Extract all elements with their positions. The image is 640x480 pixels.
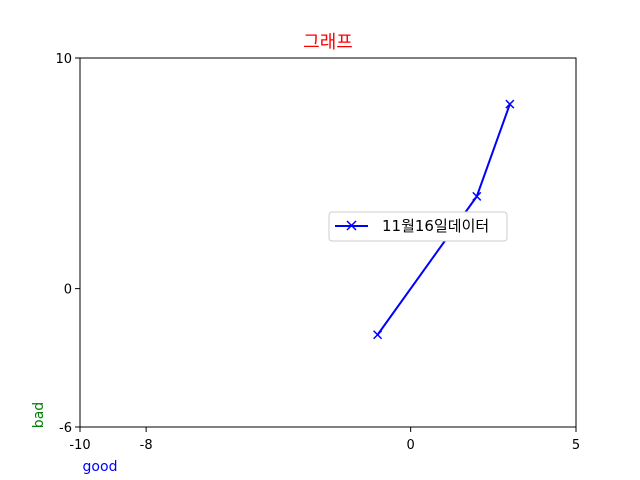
legend-frame: [328, 211, 508, 242]
y-tick-label: 0: [64, 283, 72, 298]
legend-x-marker: [346, 220, 357, 231]
series-layer: [373, 99, 515, 340]
plot-area: [79, 57, 577, 428]
tick-layer: -10 -8 0 5 -6 0 10: [55, 52, 580, 453]
data-point-marker: [472, 191, 482, 201]
x-tick-label: 5: [572, 438, 580, 453]
x-axis-label: good: [83, 459, 118, 475]
y-tick-label: 10: [55, 52, 72, 67]
y-axis-label: bad: [31, 402, 47, 428]
y-tick-label: -6: [59, 421, 72, 436]
data-point-marker: [505, 99, 515, 109]
x-tick-label: -10: [69, 438, 90, 453]
legend: 11월16일데이터: [328, 211, 508, 242]
legend-series-label: 11월16일데이터: [382, 217, 489, 235]
chart-title: 그래프: [303, 32, 353, 53]
x-tick-label: 0: [407, 438, 415, 453]
data-point-marker: [373, 330, 383, 340]
x-tick-label: -8: [140, 438, 153, 453]
plot-frame: [79, 57, 577, 428]
